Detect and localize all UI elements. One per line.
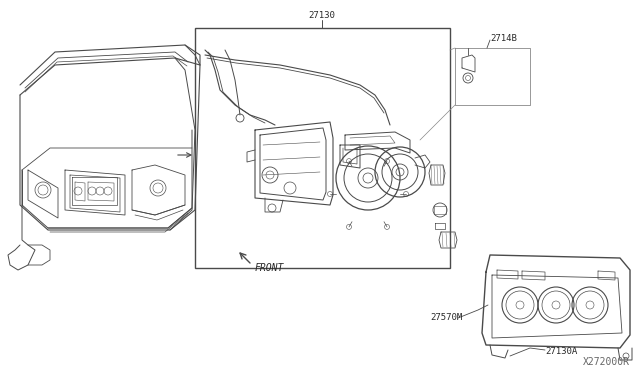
- Text: FRONT: FRONT: [255, 263, 284, 273]
- Text: 27130A: 27130A: [545, 347, 577, 356]
- Text: 27130: 27130: [308, 11, 335, 20]
- Text: 27570M: 27570M: [430, 314, 462, 323]
- Text: X272000R: X272000R: [583, 357, 630, 367]
- Bar: [195, 28, 450, 268]
- Text: 2714B: 2714B: [490, 33, 517, 42]
